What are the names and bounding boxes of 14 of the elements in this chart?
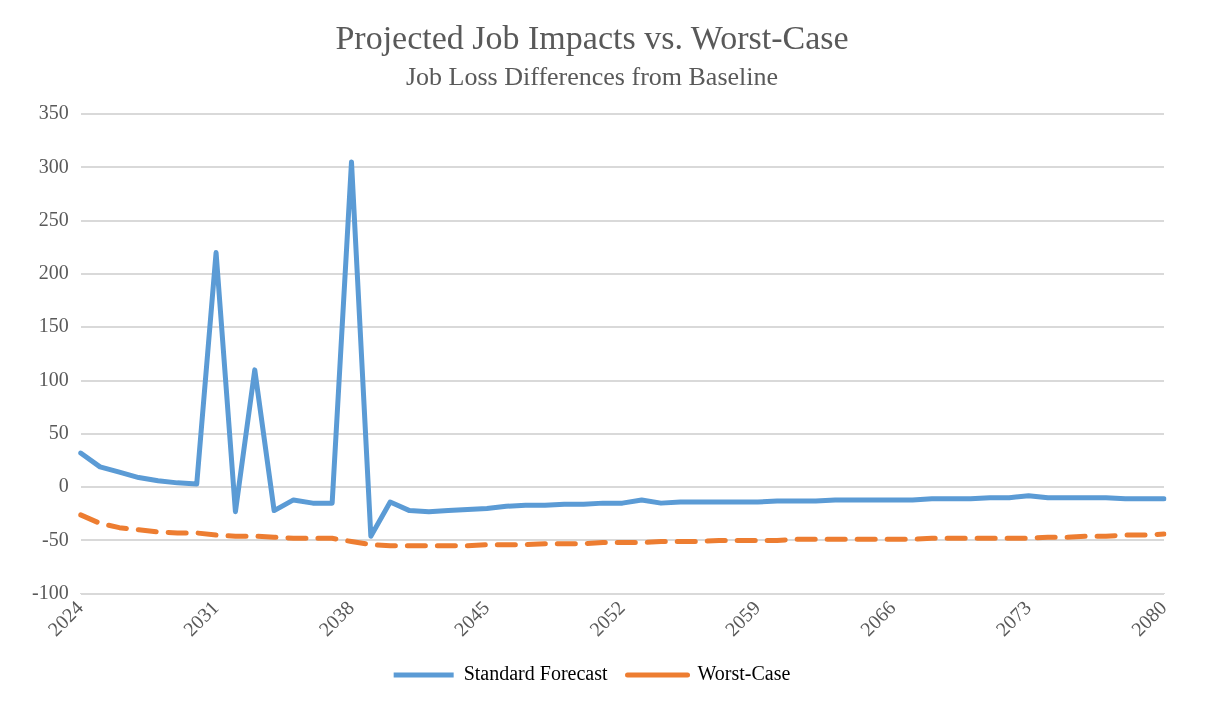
- legend-label: Standard Forecast: [463, 662, 608, 685]
- y-tick-label: -50: [41, 527, 69, 550]
- legend-label: Worst-Case: [697, 662, 791, 685]
- y-tick-label: 250: [38, 207, 69, 230]
- chart-subtitle: Job Loss Differences from Baseline: [405, 62, 779, 92]
- y-tick-label: 150: [38, 314, 69, 337]
- y-tick-label: 350: [38, 101, 69, 124]
- y-tick-label: 100: [38, 367, 69, 390]
- y-tick-label: 50: [48, 421, 69, 444]
- y-tick-label: 0: [58, 474, 69, 497]
- y-tick-label: 300: [38, 154, 69, 177]
- y-tick-label: -100: [31, 581, 69, 603]
- chart-title: Projected Job Impacts vs. Worst-Case: [335, 19, 849, 57]
- y-tick-label: 200: [38, 261, 69, 284]
